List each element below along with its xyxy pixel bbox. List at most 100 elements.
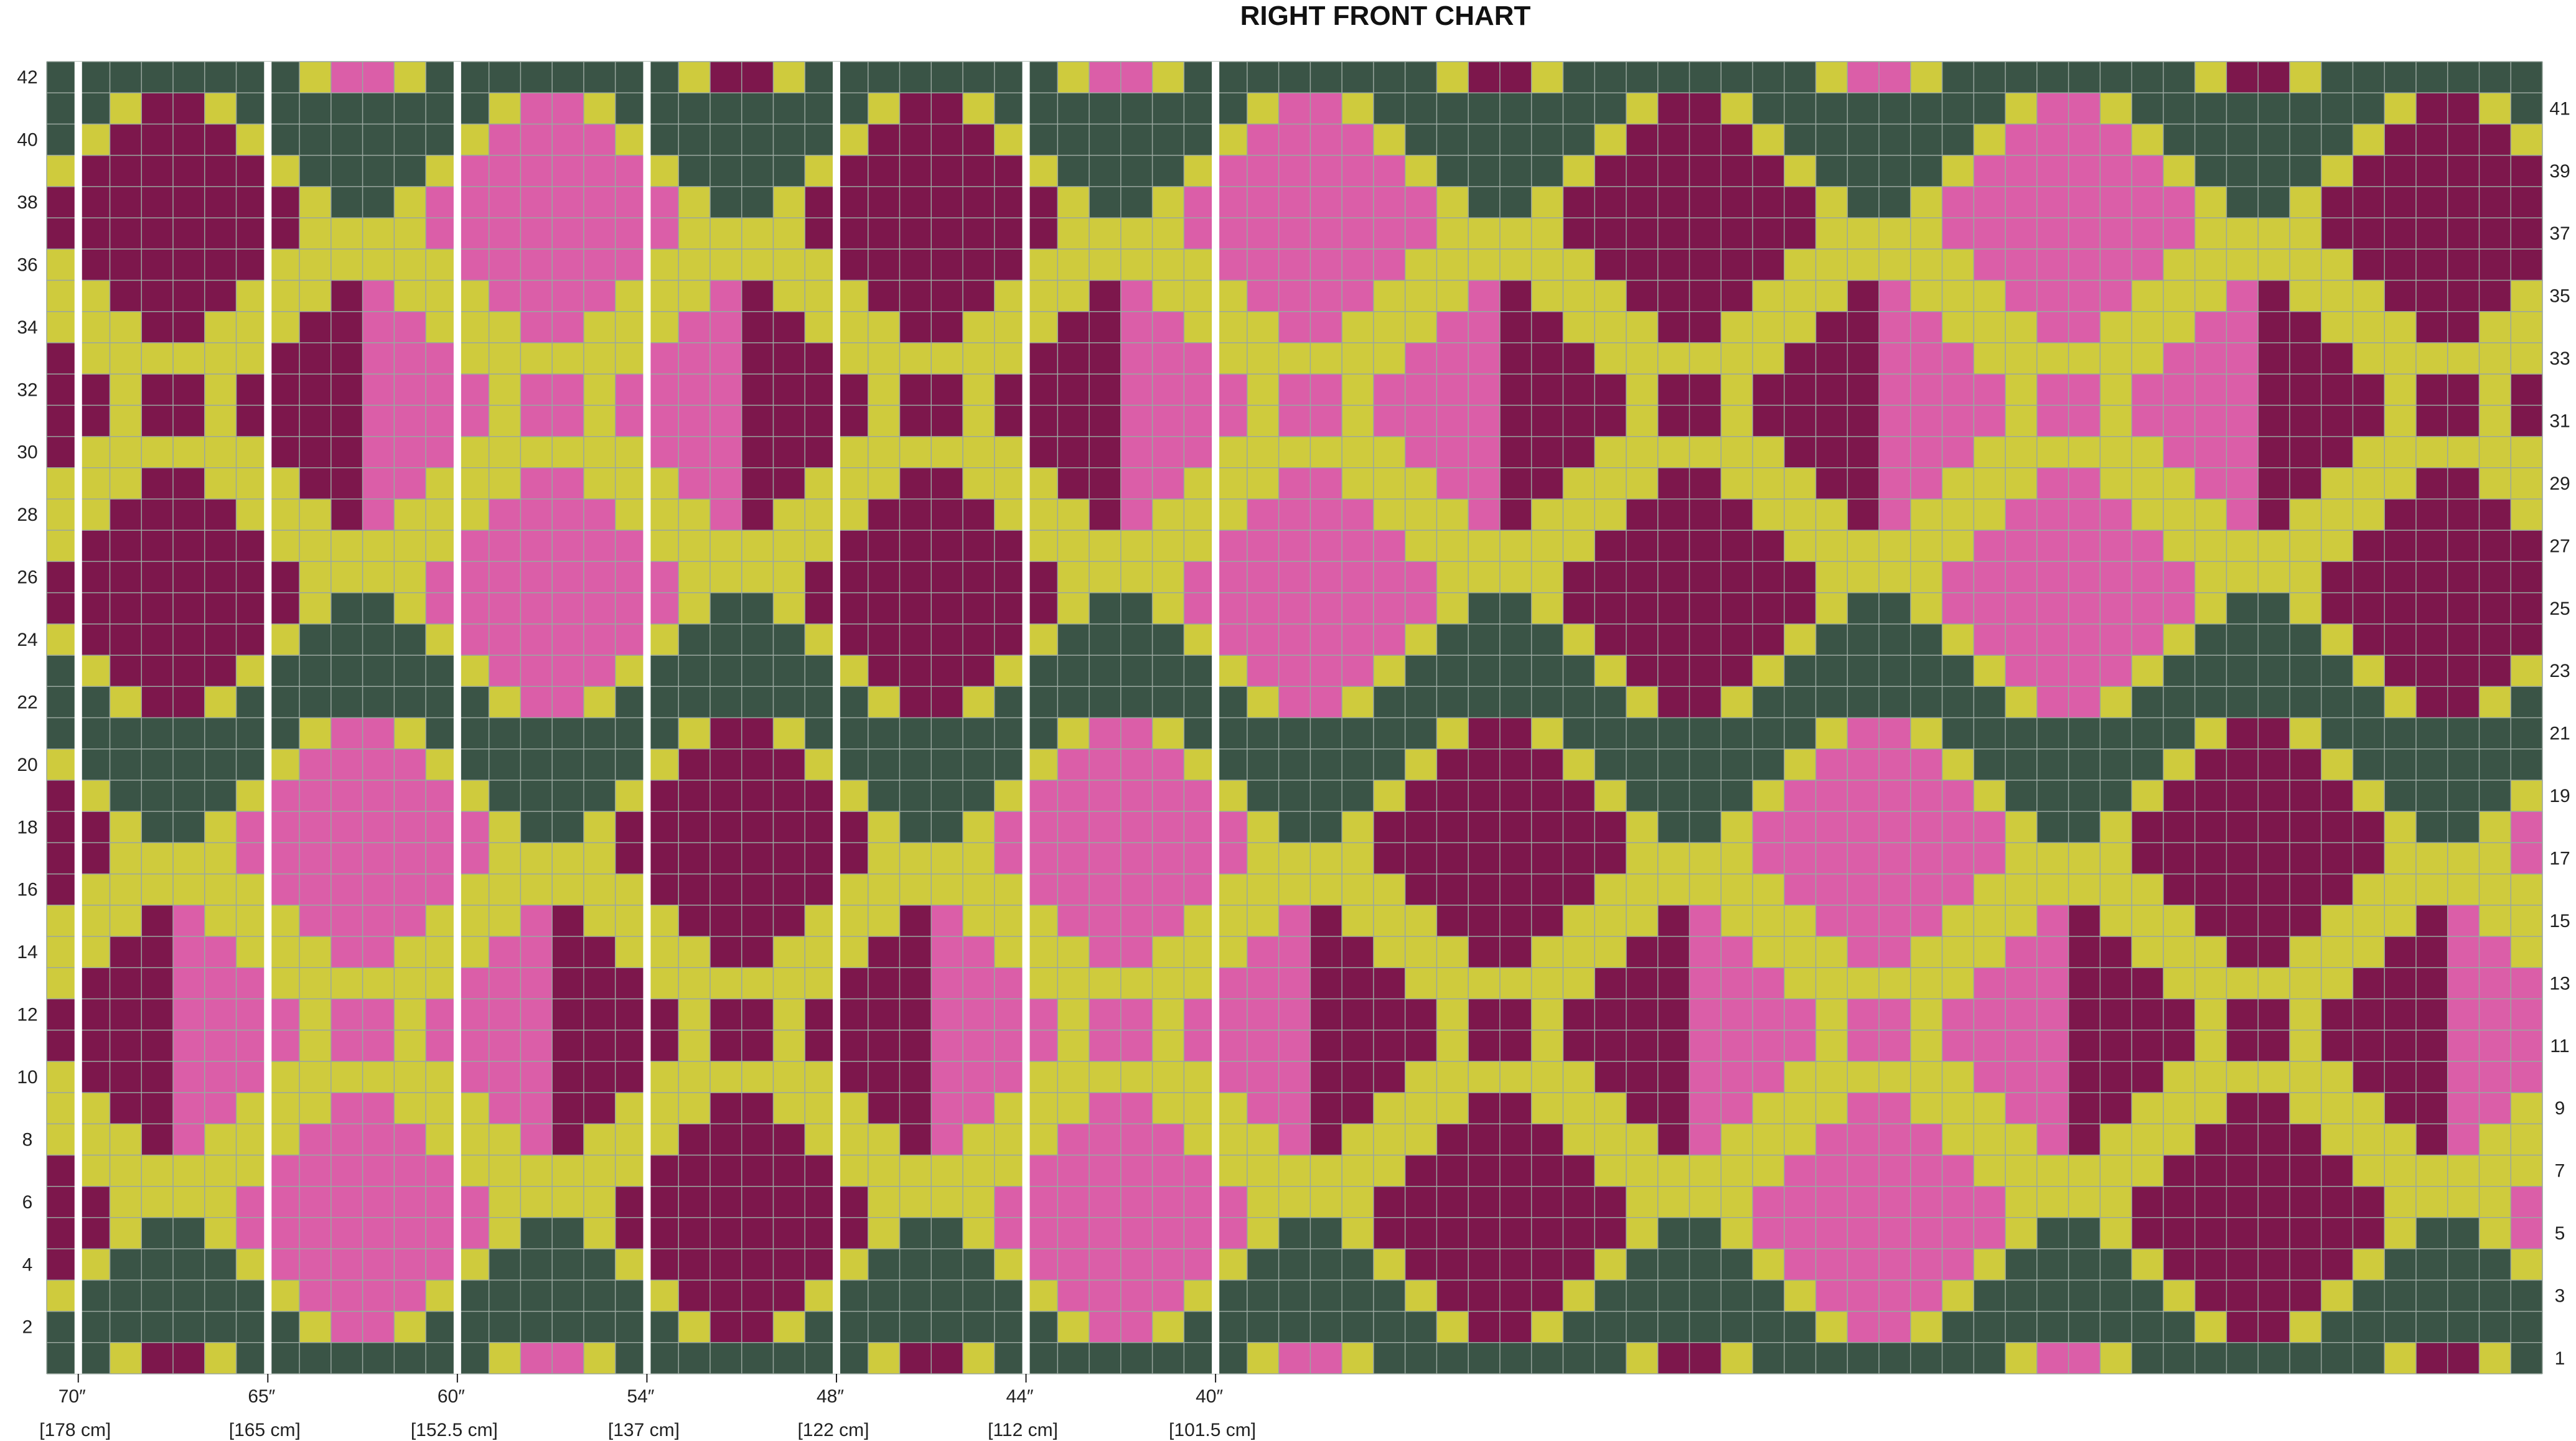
stitch-cell: [1215, 780, 1248, 812]
stitch-cell: [2511, 968, 2543, 1000]
stitch-cell: [2005, 655, 2038, 687]
stitch-cell: [1753, 1249, 1785, 1280]
stitch-cell: [362, 748, 395, 781]
stitch-cell: [963, 280, 995, 312]
stitch-cell: [1721, 280, 1753, 312]
stitch-cell: [2447, 561, 2480, 594]
stitch-cell: [773, 780, 805, 812]
stitch-cell: [1342, 1124, 1374, 1156]
stitch-cell: [805, 374, 837, 406]
stitch-cell: [2353, 780, 2385, 812]
stitch-cell: [1247, 124, 1280, 156]
stitch-cell: [2226, 1124, 2259, 1156]
stitch-cell: [868, 1342, 901, 1374]
stitch-cell: [204, 1030, 237, 1062]
stitch-cell: [1278, 561, 1311, 594]
stitch-cell: [1784, 1061, 1817, 1093]
stitch-cell: [741, 218, 774, 249]
stitch-cell: [1310, 530, 1342, 562]
stitch-cell: [110, 1186, 142, 1218]
stitch-cell: [394, 186, 426, 218]
stitch-cell: [1342, 1093, 1374, 1124]
stitch-cell: [2479, 249, 2511, 281]
stitch-cell: [647, 1093, 679, 1124]
stitch-cell: [2036, 186, 2069, 218]
stitch-cell: [394, 1030, 426, 1062]
stitch-cell: [1657, 405, 1690, 437]
stitch-cell: [110, 405, 142, 437]
stitch-cell: [2479, 1093, 2511, 1124]
stitch-cell: [173, 999, 205, 1031]
stitch-cell: [678, 561, 711, 594]
stitch-cell: [2447, 655, 2480, 687]
stitch-cell: [2163, 561, 2196, 594]
stitch-cell: [2100, 592, 2132, 625]
stitch-cell: [2511, 561, 2543, 594]
stitch-cell: [1784, 342, 1817, 375]
stitch-cell: [583, 499, 616, 531]
stitch-cell: [583, 311, 616, 343]
stitch-cell: [1531, 561, 1564, 594]
stitch-cell: [2511, 467, 2543, 500]
stitch-cell: [1026, 1030, 1058, 1062]
stitch-cell: [1089, 717, 1122, 750]
stitch-cell: [931, 905, 963, 937]
stitch-cell: [489, 342, 521, 375]
stitch-cell: [2036, 530, 2069, 562]
stitch-cell: [1974, 436, 2006, 469]
stitch-cell: [741, 968, 774, 1000]
stitch-cell: [1247, 467, 1280, 500]
stitch-cell: [1689, 592, 1721, 625]
stitch-cell: [647, 218, 679, 249]
stitch-cell: [2511, 374, 2543, 406]
stitch-cell: [2353, 530, 2385, 562]
stitch-cell: [1721, 592, 1753, 625]
stitch-cell: [2321, 467, 2354, 500]
stitch-cell: [1847, 1030, 1880, 1062]
stitch-cell: [773, 936, 805, 968]
stitch-cell: [1910, 1124, 1943, 1156]
stitch-cell: [520, 1124, 553, 1156]
stitch-cell: [2415, 999, 2448, 1031]
stitch-cell: [2353, 655, 2385, 687]
stitch-cell: [1657, 249, 1690, 281]
stitch-cell: [1942, 623, 1974, 656]
stitch-cell: [994, 124, 1027, 156]
stitch-cell: [678, 780, 711, 812]
stitch-cell: [236, 499, 268, 531]
stitch-cell: [1721, 218, 1753, 249]
stitch-cell: [2194, 1311, 2227, 1343]
stitch-cell: [330, 1155, 363, 1187]
stitch-cell: [330, 717, 363, 750]
stitch-cell: [2511, 499, 2543, 531]
stitch-cell: [931, 874, 963, 906]
stitch-cell: [1373, 1186, 1406, 1218]
stitch-cell: [2258, 936, 2290, 968]
stitch-cell: [1026, 530, 1058, 562]
stitch-cell: [1152, 1093, 1184, 1124]
stitch-cell: [2479, 842, 2511, 875]
stitch-cell: [1152, 1124, 1184, 1156]
stitch-cell: [1120, 905, 1153, 937]
stitch-cell: [647, 936, 679, 968]
stitch-cell: [268, 342, 300, 375]
stitch-cell: [615, 936, 648, 968]
stitch-cell: [2321, 342, 2354, 375]
stitch-cell: [1879, 717, 1911, 750]
stitch-cell: [615, 280, 648, 312]
stitch-cell: [1089, 874, 1122, 906]
stitch-cell: [1974, 467, 2006, 500]
stitch-cell: [173, 936, 205, 968]
stitch-cell: [836, 1155, 869, 1187]
stitch-cell: [78, 1249, 111, 1280]
stitch-cell: [2258, 1030, 2290, 1062]
stitch-cell: [583, 249, 616, 281]
stitch-cell: [1089, 311, 1122, 343]
stitch-cell: [2321, 842, 2354, 875]
stitch-cell: [1405, 280, 1438, 312]
stitch-cell: [1184, 186, 1216, 218]
row-label-right: 15: [2549, 911, 2570, 931]
stitch-cell: [1784, 499, 1817, 531]
stitch-cell: [1373, 249, 1406, 281]
stitch-cell: [2163, 842, 2196, 875]
